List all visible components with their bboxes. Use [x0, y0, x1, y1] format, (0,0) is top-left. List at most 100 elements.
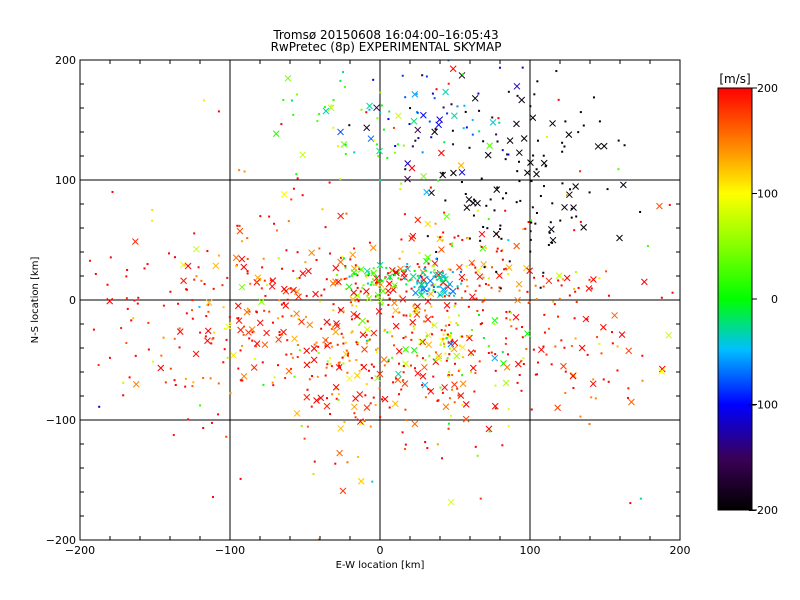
cross-stroke: [486, 142, 493, 150]
data-point-dot: [561, 182, 564, 185]
cross-stroke: [457, 392, 465, 399]
data-point-dot: [563, 346, 566, 349]
data-point-dot: [389, 330, 392, 333]
data-point-dot: [439, 236, 442, 239]
data-point-cross: [413, 307, 420, 315]
data-point-dot: [449, 243, 452, 246]
data-point-dot: [318, 113, 321, 116]
data-point-dot: [439, 343, 442, 346]
data-point-dot: [281, 333, 284, 336]
data-point-dot: [561, 150, 564, 153]
data-point-dot: [491, 266, 494, 269]
data-point-dot: [448, 294, 451, 297]
data-point-cross: [590, 276, 597, 283]
data-point-dot: [491, 116, 494, 119]
cross-stroke: [447, 340, 455, 348]
cross-stroke: [459, 344, 466, 351]
data-point-dot: [259, 277, 262, 280]
data-point-dot: [371, 278, 374, 281]
data-point-dot: [515, 201, 518, 204]
data-point-dot: [456, 387, 459, 390]
data-point-dot: [402, 371, 405, 374]
data-point-dot: [435, 250, 438, 253]
data-point-dot: [433, 275, 436, 278]
data-point-dot: [199, 404, 202, 407]
data-point-dot: [460, 279, 463, 282]
data-point-dot: [342, 336, 345, 339]
data-point-dot: [223, 348, 226, 351]
data-point-cross: [180, 277, 187, 285]
data-point-dot: [235, 265, 238, 268]
data-point-dot: [629, 502, 632, 505]
cross-stroke: [462, 415, 470, 423]
data-point-dot: [388, 277, 391, 280]
cross-stroke: [353, 372, 361, 379]
data-point-dot: [411, 331, 414, 334]
data-point-dot: [308, 378, 311, 381]
data-point-dot: [383, 364, 386, 367]
data-point-cross: [658, 368, 666, 375]
data-point-dot: [616, 369, 619, 372]
data-point-dot: [452, 143, 455, 146]
data-point-cross: [313, 397, 320, 404]
data-point-dot: [278, 331, 281, 334]
data-point-dot: [98, 405, 101, 408]
data-point-dot: [275, 229, 278, 232]
data-point-dot: [431, 315, 434, 318]
data-point-dot: [312, 473, 315, 476]
data-point-cross: [424, 254, 432, 261]
data-point-dot: [269, 279, 272, 282]
data-point-dot: [451, 388, 454, 391]
data-point-dot: [344, 287, 347, 290]
data-point-dot: [439, 386, 442, 389]
cross-stroke: [462, 401, 470, 408]
cross-stroke: [385, 280, 393, 288]
data-point-cross: [357, 477, 365, 485]
data-point-cross: [580, 224, 587, 231]
data-point-cross: [408, 235, 416, 242]
data-point-dot: [496, 140, 499, 143]
data-point-dot: [407, 280, 410, 283]
cross-stroke: [414, 302, 421, 310]
cross-stroke: [476, 273, 484, 281]
cross-stroke: [435, 355, 443, 363]
data-point-cross: [529, 114, 537, 122]
data-point-dot: [343, 277, 346, 280]
data-point-dot: [487, 218, 490, 221]
data-point-dot: [356, 343, 359, 346]
data-point-dot: [470, 329, 473, 332]
data-point-dot: [338, 364, 341, 367]
data-point-dot: [191, 299, 194, 302]
cross-stroke: [529, 114, 537, 122]
data-point-dot: [335, 397, 338, 400]
data-point-dot: [246, 307, 249, 310]
data-point-dot: [441, 337, 444, 340]
data-point-dot: [355, 272, 358, 275]
data-point-dot: [296, 177, 299, 180]
data-point-cross: [310, 356, 318, 364]
data-point-dot: [266, 283, 269, 286]
data-point-cross: [514, 296, 521, 304]
data-point-dot: [468, 237, 471, 240]
data-point-dot: [410, 338, 413, 341]
cross-stroke: [280, 285, 288, 293]
data-point-dot: [445, 337, 448, 340]
data-point-dot: [518, 180, 521, 183]
data-point-cross: [391, 299, 398, 307]
data-point-dot: [572, 387, 575, 390]
data-point-cross: [410, 117, 418, 125]
cross-stroke: [423, 257, 430, 265]
cross-stroke: [131, 238, 139, 245]
data-point-dot: [137, 296, 140, 299]
data-point-dot: [443, 295, 446, 298]
cross-stroke: [463, 204, 471, 211]
cross-stroke: [282, 302, 290, 309]
cross-stroke: [420, 172, 427, 180]
data-point-dot: [570, 216, 573, 219]
data-point-dot: [426, 235, 429, 238]
data-point-dot: [424, 309, 427, 312]
data-point-dot: [533, 276, 536, 279]
cross-stroke: [420, 276, 428, 284]
data-point-dot: [122, 394, 125, 397]
data-point-dot: [405, 283, 408, 286]
